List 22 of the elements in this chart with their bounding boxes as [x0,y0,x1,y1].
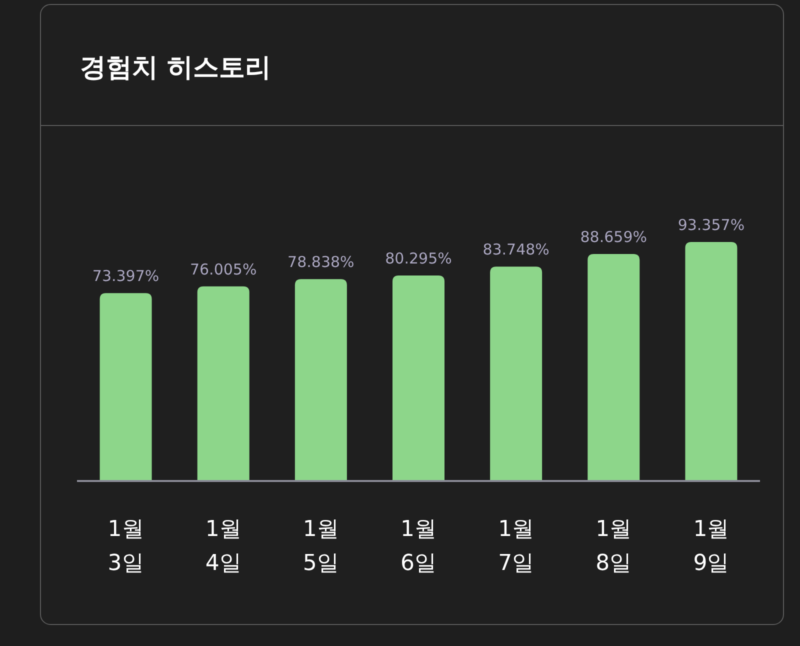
data-label: 83.748% [482,240,550,259]
bar [685,242,738,481]
data-label: 76.005% [190,260,257,278]
data-label: 88.659% [580,228,648,246]
x-tick-label: 1월 9일 [693,517,730,576]
data-label: 73.397% [92,267,160,286]
bar [588,254,640,481]
data-label: 80.295% [385,249,452,268]
x-tick-label: 1월 3일 [108,517,144,576]
x-tick-label: 1월 4일 [205,517,242,576]
x-tick-label: 1월 8일 [596,517,632,576]
x-tick-label: 1월 5일 [302,517,339,576]
bar [197,286,250,481]
bar [490,266,542,481]
bar [294,279,347,481]
bar [392,275,444,481]
data-label: 78.838% [288,253,354,272]
bar [100,293,152,481]
data-label: 93.357% [678,216,745,234]
x-tick-label: 1월 7일 [498,517,534,576]
chart-title: 경험치 히스토리 [80,53,272,83]
x-tick-label: 1월 6일 [400,517,436,576]
